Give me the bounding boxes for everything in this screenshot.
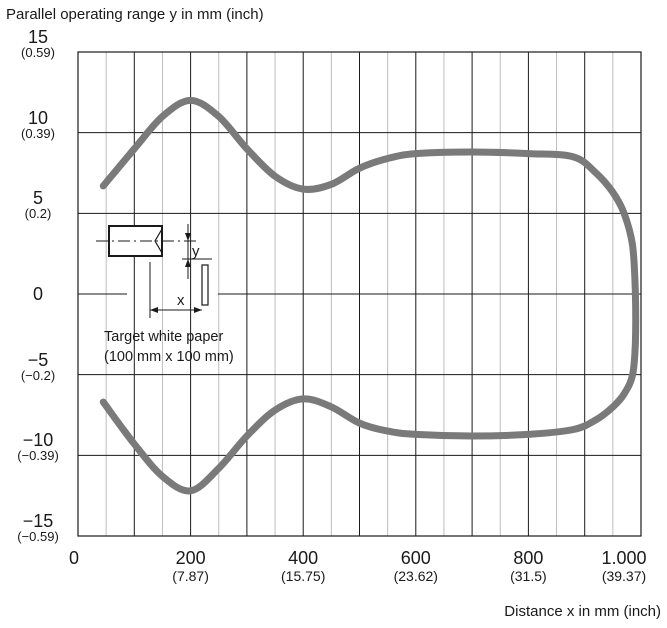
x-tick-sub: (39.37) (601, 568, 647, 584)
y-tick-main: −10 (22, 430, 54, 451)
x-tick-label: 400 (15.75) (263, 548, 343, 584)
x-tick-main: 400 (288, 548, 319, 568)
y-tick-label: −5 (−0.2) (8, 351, 68, 383)
target-note: Target white paper (100 mm x 100 mm) (104, 327, 234, 367)
y-tick-main: −15 (22, 511, 54, 531)
x-tick-main: 0 (68, 548, 79, 568)
y-tick-main: 0 (32, 284, 43, 304)
y-tick-main: 5 (32, 188, 43, 209)
y-tick-sub: (0.2) (24, 206, 52, 222)
plot-frame (77, 51, 642, 537)
y-symbol: y (192, 243, 200, 260)
y-tick-sub: (−0.39) (17, 448, 59, 464)
grid (77, 51, 642, 537)
y-tick-label: 10 (0.39) (8, 109, 68, 141)
x-arrow-left (150, 307, 158, 313)
y-tick-sub: (−0.59) (17, 529, 59, 544)
x-axis-title: Distance x in mm (inch) (504, 603, 661, 620)
y-tick-sub: (0.59) (21, 45, 55, 60)
target-paper (201, 264, 209, 306)
x-tick-label: 1.000 (39.37) (584, 548, 664, 584)
y-tick-label: 0 (8, 285, 68, 303)
x-tick-sub: (15.75) (281, 568, 326, 584)
y-tick-label: 5 (0.2) (8, 189, 68, 221)
x-tick-label: 600 (23.62) (376, 548, 456, 584)
y-arrow-down (185, 233, 191, 241)
y-arrow-up (185, 259, 191, 267)
target-note-line2: (100 mm x 100 mm) (104, 349, 234, 365)
sensor-lens (154, 228, 163, 254)
x-tick-sub: (23.62) (393, 568, 438, 584)
x-tick-sub: (31.5) (510, 568, 547, 584)
y-tick-sub: (−0.2) (20, 367, 56, 383)
target-note-line1: Target white paper (104, 329, 224, 345)
y-tick-main: 15 (27, 27, 49, 47)
x-tick-main: 1.000 (601, 548, 647, 568)
x-tick-main: 600 (400, 548, 431, 568)
y-tick-label: −15 (−0.59) (8, 512, 68, 544)
series-group (99, 96, 640, 495)
x-tick-main: 800 (513, 548, 544, 568)
x-symbol: x (177, 292, 185, 309)
x-tick-label: 800 (31.5) (488, 548, 568, 584)
y-tick-label: −10 (−0.39) (8, 431, 68, 463)
x-tick-main: 200 (175, 548, 206, 568)
x-arrow-right (194, 307, 202, 313)
x-tick-label: 0 (34, 548, 114, 568)
sensor-diagram: y x (96, 224, 212, 318)
y-tick-label: 15 (0.59) (8, 28, 68, 60)
y-tick-main: −5 (27, 349, 49, 370)
x-tick-label: 200 (7.87) (151, 548, 231, 584)
y-tick-sub: (0.39) (21, 125, 55, 141)
x-tick-sub: (7.87) (172, 568, 209, 584)
y-axis-title: Parallel operating range y in mm (inch) (6, 6, 264, 23)
y-tick-main: 10 (27, 107, 49, 128)
series-line-0 (99, 96, 640, 495)
